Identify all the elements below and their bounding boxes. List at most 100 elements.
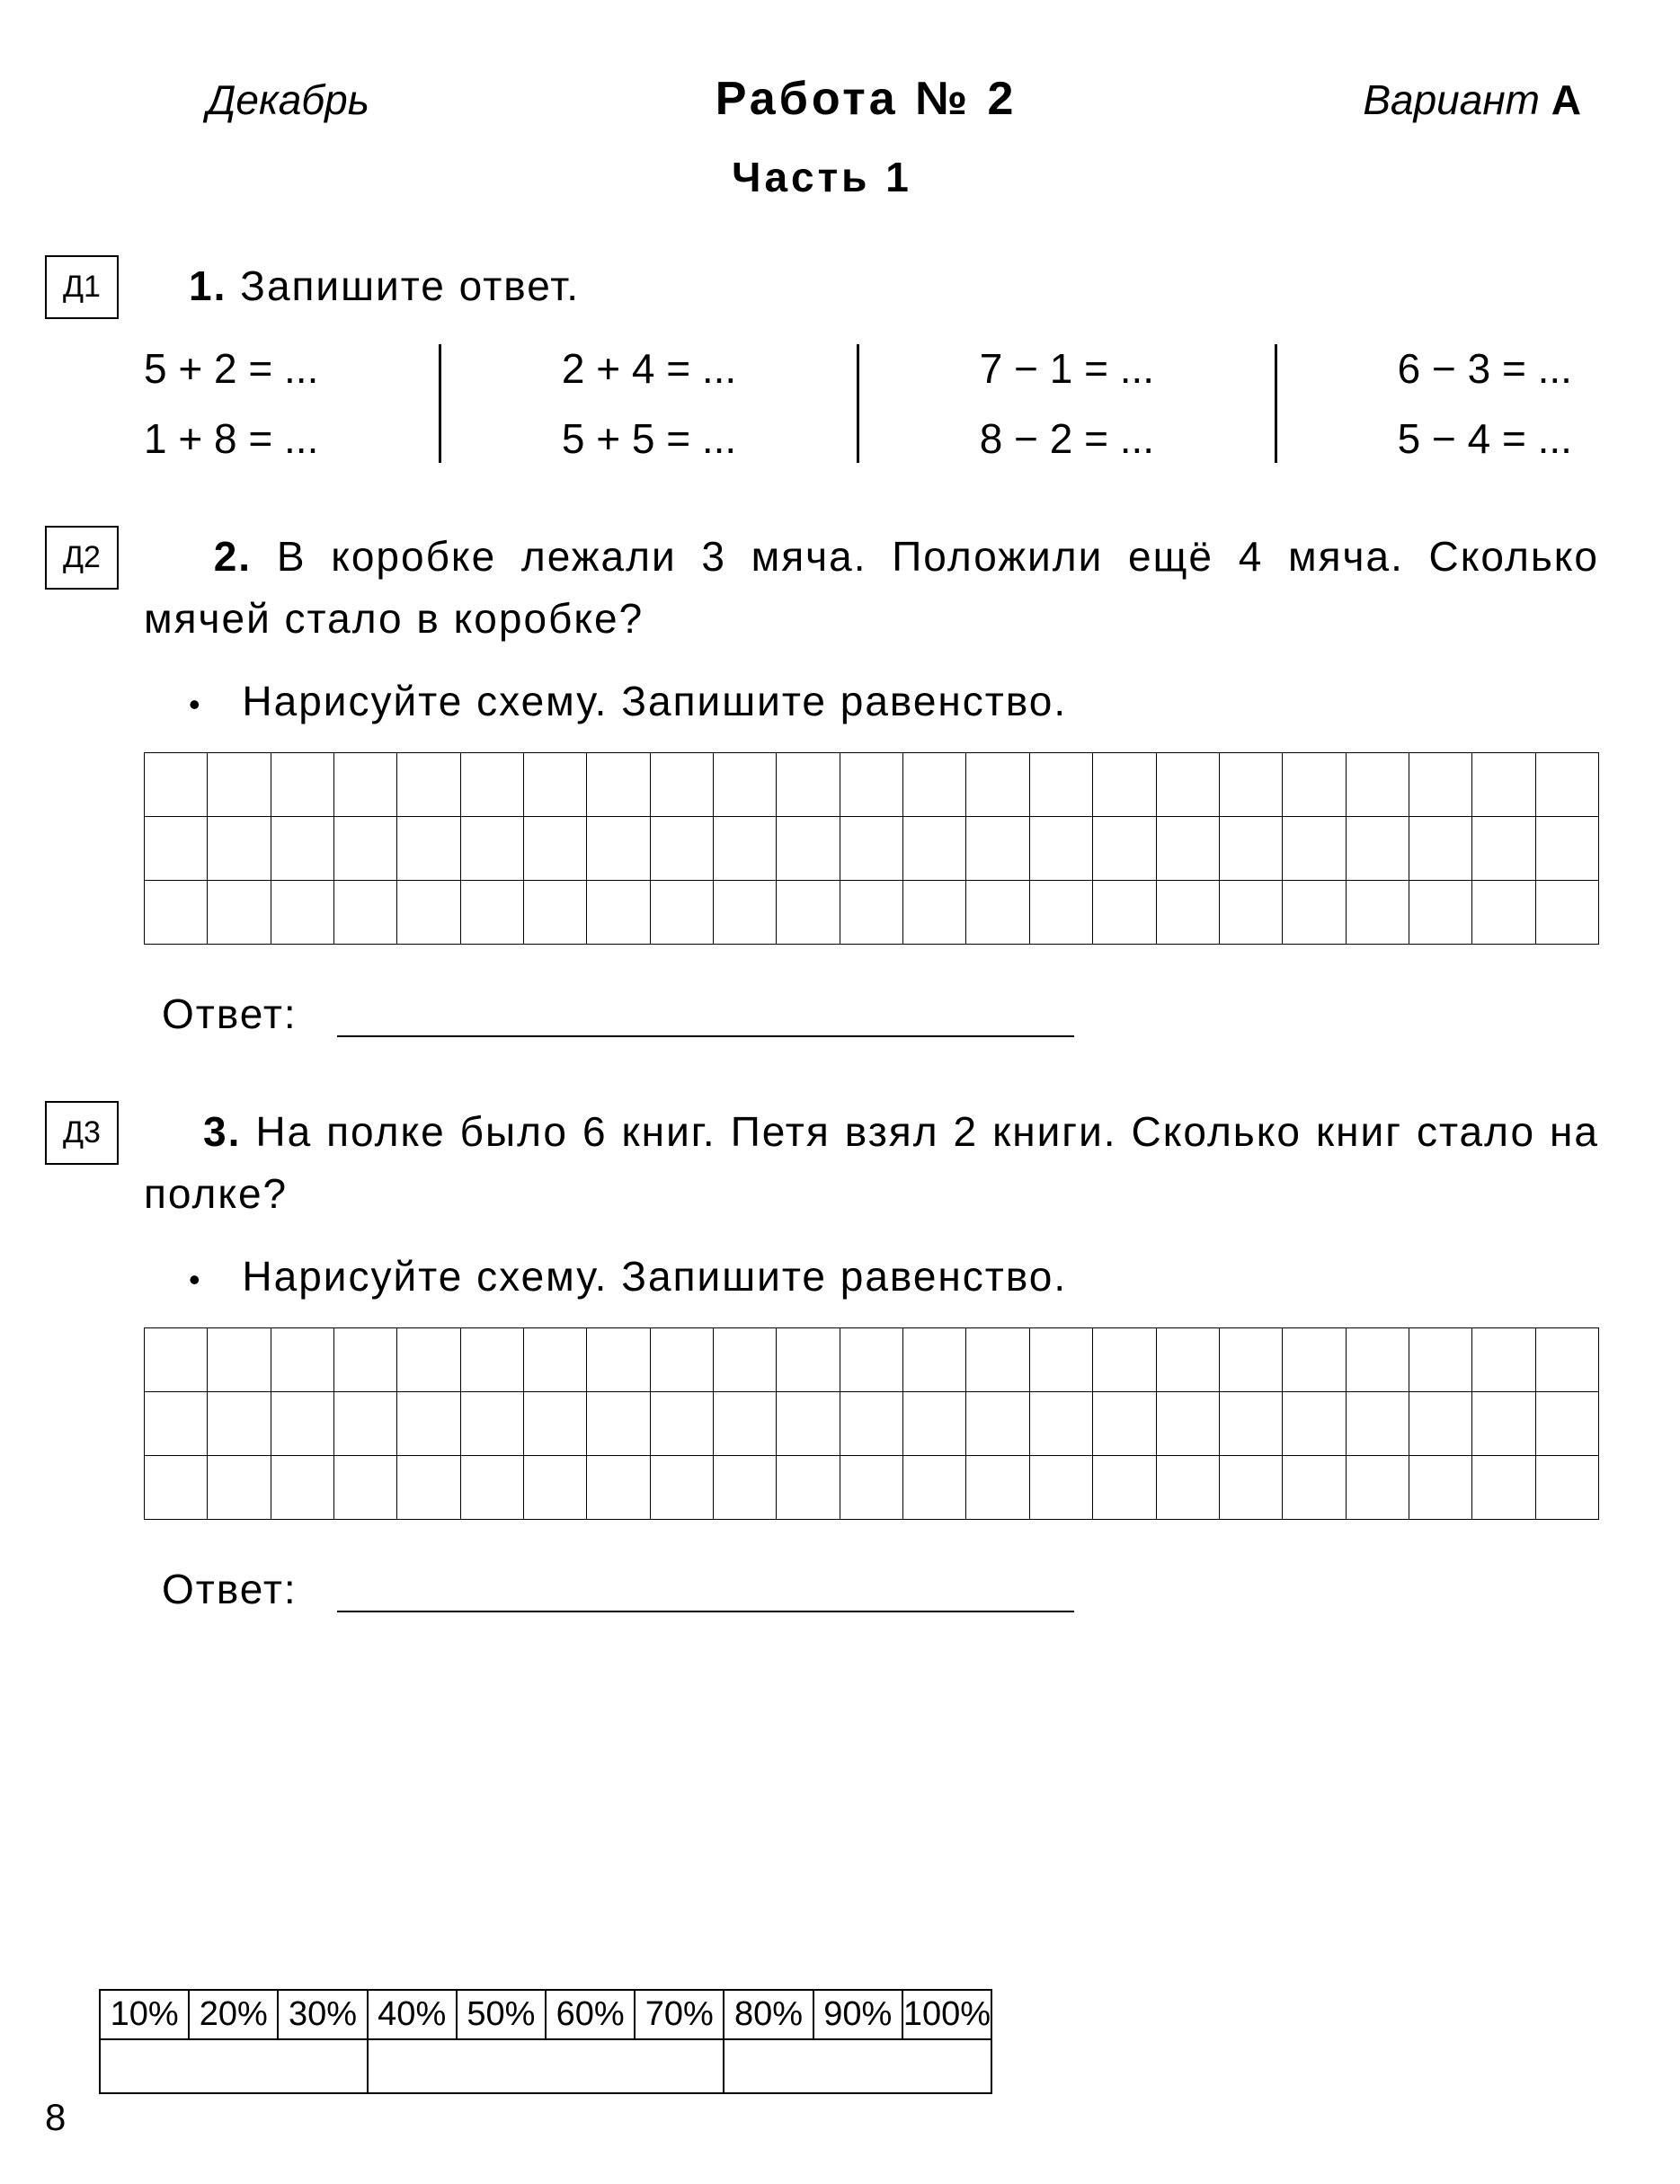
grid-cell[interactable] — [966, 817, 1029, 881]
grid-cell[interactable] — [334, 881, 397, 945]
grid-cell[interactable] — [840, 753, 902, 817]
blank-cell[interactable] — [368, 2039, 724, 2093]
grid-cell[interactable] — [777, 1392, 840, 1456]
grid-cell[interactable] — [840, 1456, 902, 1520]
grid-cell[interactable] — [1346, 1328, 1409, 1392]
grid-cell[interactable] — [145, 881, 208, 945]
grid-cell[interactable] — [650, 1392, 713, 1456]
grid-cell[interactable] — [271, 881, 333, 945]
grid-cell[interactable] — [1283, 1328, 1346, 1392]
grid-cell[interactable] — [966, 1392, 1029, 1456]
grid-cell[interactable] — [1409, 881, 1471, 945]
grid-cell[interactable] — [903, 1328, 966, 1392]
grid-cell[interactable] — [1346, 753, 1409, 817]
grid-cell[interactable] — [524, 817, 587, 881]
grid-cell[interactable] — [714, 1392, 777, 1456]
grid-cell[interactable] — [1409, 1328, 1471, 1392]
grid-cell[interactable] — [650, 817, 713, 881]
grid-cell[interactable] — [587, 1456, 650, 1520]
grid-cell[interactable] — [397, 881, 460, 945]
grid-cell[interactable] — [460, 1392, 523, 1456]
grid-cell[interactable] — [524, 1456, 587, 1520]
grid-cell[interactable] — [1472, 817, 1535, 881]
blank-cell[interactable] — [100, 2039, 368, 2093]
grid-task-2[interactable] — [144, 752, 1599, 945]
grid-cell[interactable] — [903, 1392, 966, 1456]
grid-cell[interactable] — [966, 1328, 1029, 1392]
grid-cell[interactable] — [334, 1328, 397, 1392]
grid-cell[interactable] — [145, 753, 208, 817]
grid-cell[interactable] — [1219, 817, 1282, 881]
grid-cell[interactable] — [1093, 1392, 1156, 1456]
grid-cell[interactable] — [1219, 1456, 1282, 1520]
grid-cell[interactable] — [460, 881, 523, 945]
grid-cell[interactable] — [1535, 753, 1598, 817]
grid-cell[interactable] — [1409, 753, 1471, 817]
grid-cell[interactable] — [1283, 1456, 1346, 1520]
grid-cell[interactable] — [1283, 881, 1346, 945]
grid-cell[interactable] — [271, 1392, 333, 1456]
grid-cell[interactable] — [1346, 1392, 1409, 1456]
grid-cell[interactable] — [145, 1456, 208, 1520]
grid-cell[interactable] — [271, 817, 333, 881]
grid-cell[interactable] — [840, 881, 902, 945]
grid-cell[interactable] — [208, 1392, 271, 1456]
grid-cell[interactable] — [1093, 817, 1156, 881]
grid-cell[interactable] — [1535, 1392, 1598, 1456]
grid-cell[interactable] — [208, 881, 271, 945]
grid-cell[interactable] — [966, 1456, 1029, 1520]
grid-cell[interactable] — [271, 1328, 333, 1392]
grid-cell[interactable] — [587, 1328, 650, 1392]
grid-cell[interactable] — [1219, 1392, 1282, 1456]
grid-cell[interactable] — [587, 881, 650, 945]
grid-cell[interactable] — [460, 753, 523, 817]
grid-cell[interactable] — [714, 1328, 777, 1392]
grid-cell[interactable] — [714, 817, 777, 881]
grid-cell[interactable] — [1156, 1392, 1219, 1456]
grid-cell[interactable] — [1346, 881, 1409, 945]
grid-cell[interactable] — [1472, 1328, 1535, 1392]
grid-cell[interactable] — [966, 753, 1029, 817]
grid-cell[interactable] — [145, 1328, 208, 1392]
grid-cell[interactable] — [587, 817, 650, 881]
grid-cell[interactable] — [334, 1392, 397, 1456]
grid-cell[interactable] — [903, 1456, 966, 1520]
grid-cell[interactable] — [1093, 881, 1156, 945]
grid-task-3[interactable] — [144, 1327, 1599, 1520]
grid-cell[interactable] — [1029, 817, 1092, 881]
grid-cell[interactable] — [397, 817, 460, 881]
grid-cell[interactable] — [1409, 817, 1471, 881]
grid-cell[interactable] — [777, 753, 840, 817]
grid-cell[interactable] — [1219, 1328, 1282, 1392]
grid-cell[interactable] — [1093, 1328, 1156, 1392]
grid-cell[interactable] — [1535, 1456, 1598, 1520]
grid-cell[interactable] — [460, 1456, 523, 1520]
grid-cell[interactable] — [1535, 1328, 1598, 1392]
grid-cell[interactable] — [650, 753, 713, 817]
grid-cell[interactable] — [1472, 753, 1535, 817]
grid-cell[interactable] — [1156, 753, 1219, 817]
grid-cell[interactable] — [1029, 1456, 1092, 1520]
grid-cell[interactable] — [714, 881, 777, 945]
grid-cell[interactable] — [650, 1328, 713, 1392]
grid-cell[interactable] — [1409, 1392, 1471, 1456]
grid-cell[interactable] — [208, 1456, 271, 1520]
grid-cell[interactable] — [650, 1456, 713, 1520]
grid-cell[interactable] — [903, 753, 966, 817]
grid-cell[interactable] — [1472, 1392, 1535, 1456]
grid-cell[interactable] — [777, 1456, 840, 1520]
grid-cell[interactable] — [524, 753, 587, 817]
grid-cell[interactable] — [1029, 1392, 1092, 1456]
grid-cell[interactable] — [1219, 753, 1282, 817]
grid-cell[interactable] — [460, 817, 523, 881]
grid-cell[interactable] — [1283, 817, 1346, 881]
grid-cell[interactable] — [587, 753, 650, 817]
grid-cell[interactable] — [524, 881, 587, 945]
grid-cell[interactable] — [1535, 817, 1598, 881]
grid-cell[interactable] — [1472, 881, 1535, 945]
grid-cell[interactable] — [1029, 881, 1092, 945]
grid-cell[interactable] — [1219, 881, 1282, 945]
grid-cell[interactable] — [145, 817, 208, 881]
grid-cell[interactable] — [777, 817, 840, 881]
grid-cell[interactable] — [966, 881, 1029, 945]
